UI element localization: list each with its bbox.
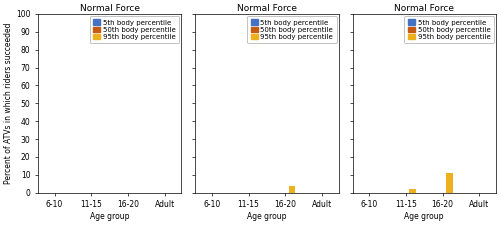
X-axis label: Age group: Age group — [90, 212, 130, 221]
Y-axis label: Percent of ATVs in which riders succeeded: Percent of ATVs in which riders succeede… — [4, 22, 13, 184]
Title: Normal Force: Normal Force — [394, 4, 454, 13]
Title: Normal Force: Normal Force — [237, 4, 297, 13]
Legend: 5th body percentile, 50th body percentile, 95th body percentile: 5th body percentile, 50th body percentil… — [247, 16, 336, 43]
X-axis label: Age group: Age group — [404, 212, 444, 221]
X-axis label: Age group: Age group — [247, 212, 286, 221]
Bar — [446, 173, 452, 193]
Bar — [288, 186, 296, 193]
Title: Normal Force: Normal Force — [80, 4, 140, 13]
Legend: 5th body percentile, 50th body percentile, 95th body percentile: 5th body percentile, 50th body percentil… — [404, 16, 494, 43]
Bar — [409, 189, 416, 193]
Legend: 5th body percentile, 50th body percentile, 95th body percentile: 5th body percentile, 50th body percentil… — [90, 16, 180, 43]
